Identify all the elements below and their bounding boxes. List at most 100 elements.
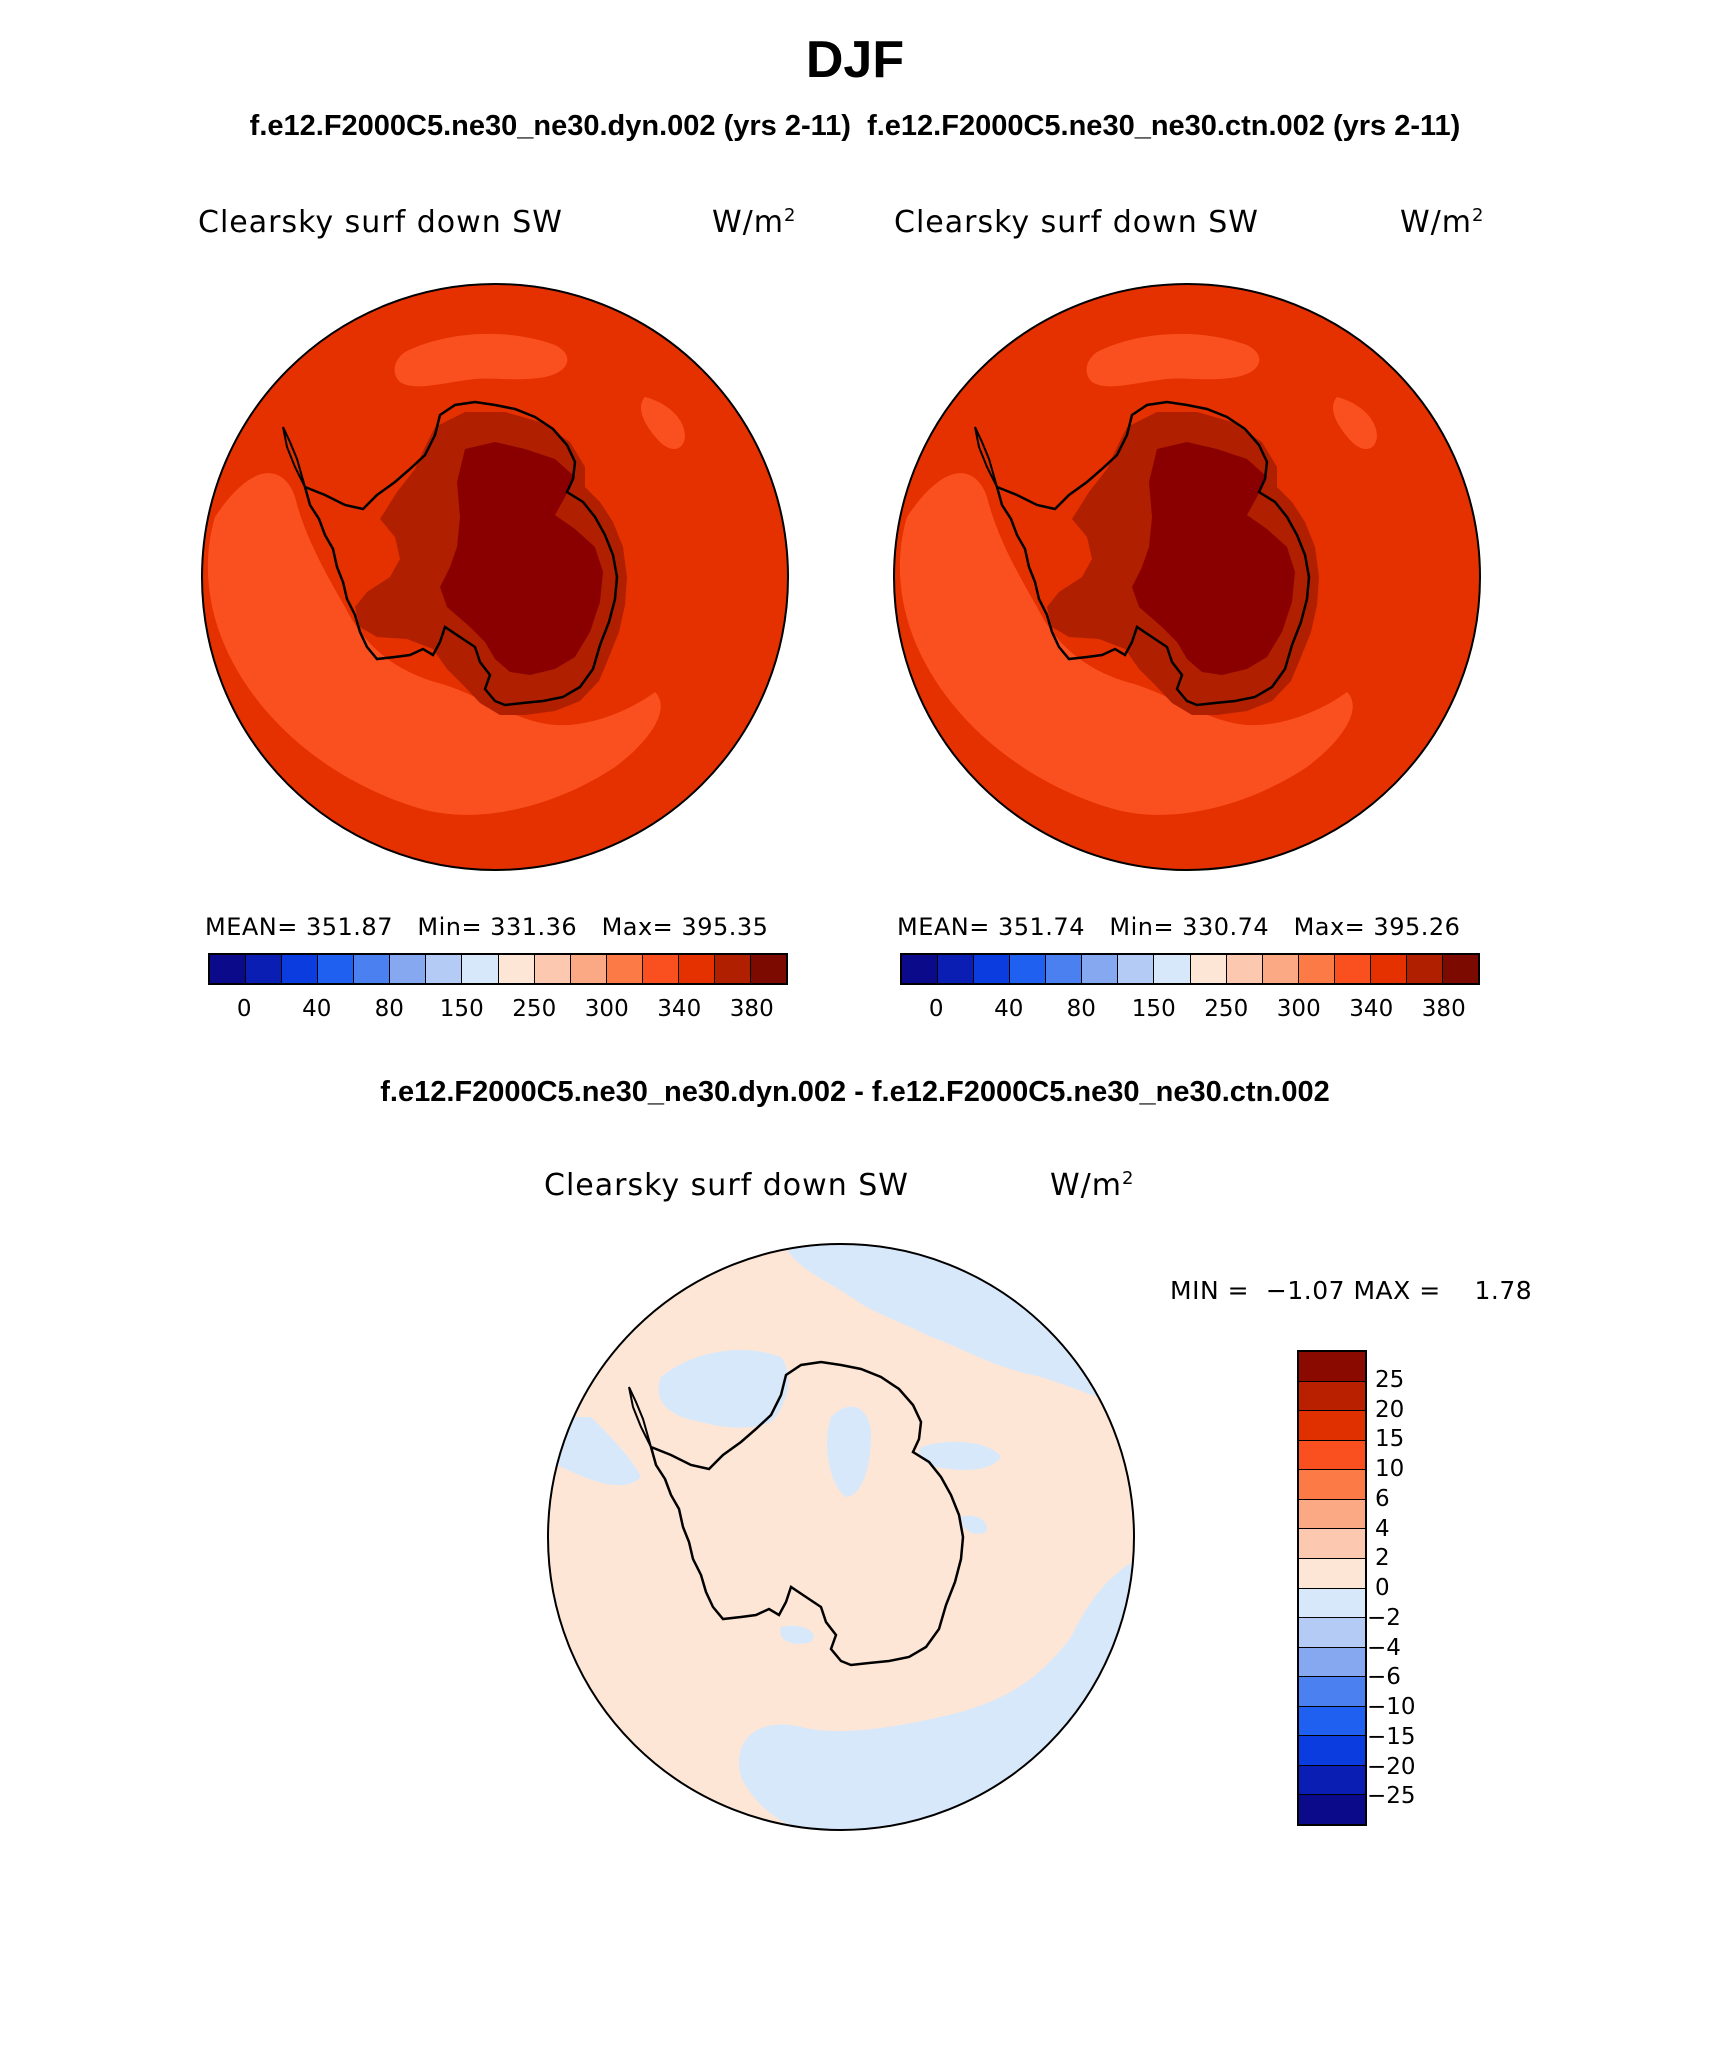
colorbar-swatch: [1299, 1440, 1365, 1471]
colorbar-swatch: [462, 955, 499, 983]
colorbar-swatch: [714, 955, 751, 983]
colorbar-swatch: [678, 955, 715, 983]
colorbar-difference-labels: 25 20 15 10 6 4 2 0 −2 −4 −6 −10 −15 −20 −25: [1367, 1350, 1455, 1826]
units-label-diff: W/m2: [1050, 1168, 1135, 1203]
colorbar-tick-label: 250: [1204, 996, 1249, 1022]
peninsula-coastline: [628, 1386, 652, 1448]
colorbar-swatch: [246, 955, 283, 983]
colorbar-swatch: [1299, 1795, 1365, 1824]
antarctica-coastline: [303, 400, 619, 707]
negative-difference-region: [780, 1625, 814, 1644]
polar-map-right: [893, 283, 1481, 871]
polar-map-left: [201, 283, 789, 871]
colorbar-swatch: [1299, 1381, 1365, 1412]
colorbar-tick-label: 0: [1375, 1575, 1390, 1601]
colorbar-tick-label: 2: [1375, 1545, 1390, 1572]
map-field: [894, 284, 1480, 870]
lighter-ocean-region: [1332, 397, 1377, 449]
colorbar-swatch: [1299, 1499, 1365, 1530]
colorbar-swatch: [354, 955, 391, 983]
map-field: [548, 1244, 1134, 1830]
colorbar-swatch: [426, 955, 463, 983]
colorbar-tick-label: 0: [928, 996, 944, 1022]
colorbar-tick-label: −6: [1367, 1664, 1401, 1691]
ice-sheet-plateau: [1132, 442, 1295, 675]
ice-sheet-plateau: [440, 442, 603, 675]
colorbar-left: [208, 953, 788, 985]
colorbar-swatch: [570, 955, 607, 983]
peninsula-coastline: [282, 426, 306, 488]
colorbar-swatch: [1299, 1529, 1365, 1559]
colorbar-swatch: [1226, 955, 1263, 983]
case-subtitle: f.e12.F2000C5.ne30_ne30.dyn.002 (yrs 2-1…: [249, 110, 1461, 142]
colorbar-tick-label: 300: [584, 996, 629, 1022]
colorbar-swatch: [938, 955, 975, 983]
colorbar-swatch: [902, 955, 939, 983]
colorbar-tick-label: 40: [994, 996, 1024, 1022]
lighter-ocean-region: [640, 397, 685, 449]
colorbar-tick-label: 10: [1375, 1456, 1405, 1482]
colorbar-right-labels: 0 40 80 150 250 300 340 380: [900, 996, 1480, 1026]
colorbar-left-labels: 0 40 80 150 250 300 340 380: [208, 996, 788, 1026]
colorbar-swatch: [642, 955, 679, 983]
lighter-ocean-region: [1086, 333, 1260, 387]
colorbar-swatch: [1299, 1558, 1365, 1589]
colorbar-swatch: [1299, 1677, 1365, 1707]
antarctica-coastline: [649, 1360, 965, 1667]
colorbar-tick-label: 15: [1375, 1426, 1405, 1453]
colorbar-swatch: [282, 955, 319, 983]
colorbar-right: [900, 953, 1480, 985]
lighter-ocean-region: [899, 473, 1353, 815]
polar-map-difference: [547, 1243, 1135, 1831]
colorbar-swatch: [1299, 1618, 1365, 1648]
colorbar-tick-label: 380: [1421, 996, 1466, 1022]
colorbar-tick-label: −2: [1367, 1604, 1401, 1631]
colorbar-tick-label: 150: [1131, 996, 1176, 1022]
peninsula-coastline: [974, 426, 998, 488]
colorbar-swatch: [1118, 955, 1155, 983]
lighter-ocean-region: [207, 473, 661, 815]
colorbar-swatch: [1299, 1352, 1365, 1382]
colorbar-difference: [1297, 1350, 1367, 1826]
colorbar-tick-label: 25: [1375, 1366, 1405, 1393]
colorbar-swatch: [390, 955, 427, 983]
colorbar-swatch: [1299, 1411, 1365, 1441]
colorbar-tick-label: 340: [1349, 996, 1394, 1022]
colorbar-swatch: [1370, 955, 1407, 983]
colorbar-swatch: [210, 955, 247, 983]
diff-min-max: MIN = −1.07 MAX = 1.78: [1170, 1276, 1533, 1305]
colorbar-swatch: [1154, 955, 1191, 983]
negative-difference-region: [658, 1349, 789, 1428]
colorbar-swatch: [974, 955, 1011, 983]
colorbar-tick-label: 0: [236, 996, 252, 1022]
colorbar-swatch: [606, 955, 643, 983]
colorbar-swatch: [1010, 955, 1047, 983]
colorbar-tick-label: −4: [1367, 1634, 1401, 1661]
colorbar-tick-label: −25: [1367, 1783, 1416, 1810]
colorbar-swatch: [1299, 1736, 1365, 1766]
colorbar-tick-label: 40: [302, 996, 332, 1022]
colorbar-swatch: [1299, 1765, 1365, 1796]
map-border: [201, 283, 789, 871]
colorbar-tick-label: −10: [1367, 1694, 1416, 1720]
negative-difference-region: [961, 1515, 987, 1534]
colorbar-tick-label: 250: [512, 996, 557, 1022]
colorbar-swatch: [1082, 955, 1119, 983]
colorbar-swatch: [534, 955, 571, 983]
stats-left: MEAN= 351.87 Min= 331.36 Max= 395.35: [205, 913, 769, 941]
variable-label-left: Clearsky surf down SW: [198, 205, 563, 240]
colorbar-swatch: [1190, 955, 1227, 983]
colorbar-swatch: [1299, 1706, 1365, 1737]
colorbar-swatch: [750, 955, 786, 983]
colorbar-swatch: [318, 955, 355, 983]
colorbar-swatch: [498, 955, 535, 983]
colorbar-tick-label: 300: [1276, 996, 1321, 1022]
colorbar-swatch: [1334, 955, 1371, 983]
difference-subtitle: f.e12.F2000C5.ne30_ne30.dyn.002 - f.e12.…: [380, 1076, 1330, 1108]
colorbar-swatch: [1299, 1647, 1365, 1678]
colorbar-swatch: [1262, 955, 1299, 983]
negative-difference-region: [919, 1441, 1001, 1470]
colorbar-tick-label: −15: [1367, 1723, 1416, 1750]
colorbar-tick-label: 380: [729, 996, 774, 1022]
lighter-ocean-region: [394, 333, 568, 387]
